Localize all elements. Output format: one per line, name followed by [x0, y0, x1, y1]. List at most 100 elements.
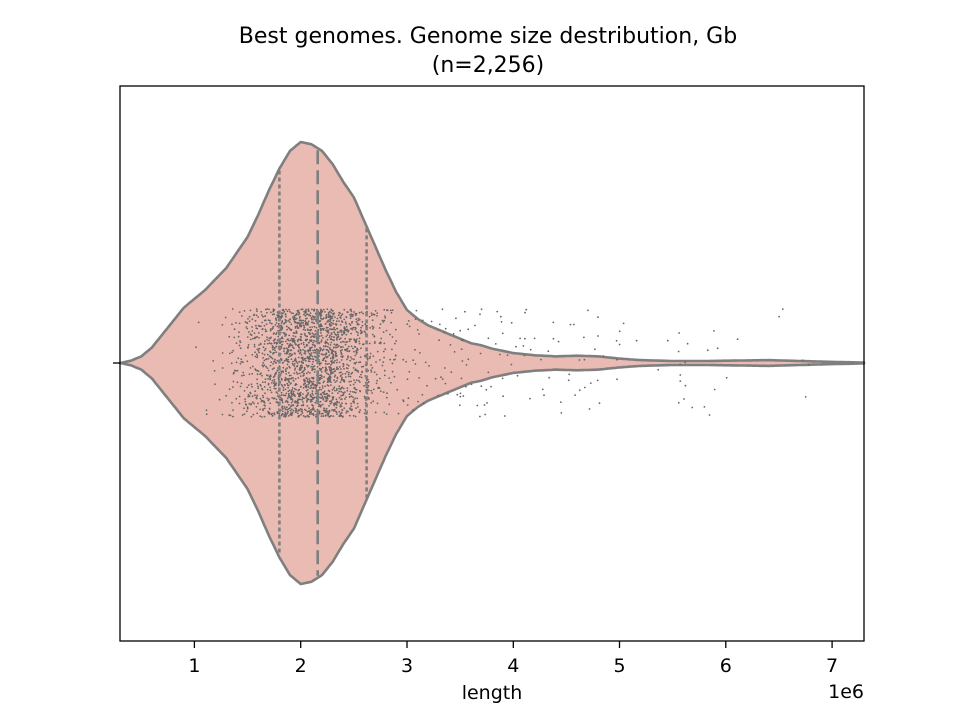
- strip-point: [450, 371, 453, 374]
- strip-point: [308, 382, 310, 385]
- strip-point: [329, 369, 331, 372]
- strip-point: [320, 309, 323, 312]
- strip-point: [552, 337, 555, 340]
- strip-point: [328, 323, 331, 326]
- strip-point: [292, 312, 294, 315]
- strip-point: [455, 317, 457, 320]
- strip-point: [333, 361, 335, 364]
- strip-point: [298, 347, 301, 349]
- strip-point: [346, 389, 349, 392]
- strip-point: [302, 397, 305, 400]
- strip-point: [284, 411, 287, 414]
- strip-point: [349, 309, 352, 311]
- strip-point: [426, 384, 428, 387]
- strip-point: [231, 323, 233, 326]
- strip-point: [289, 318, 291, 321]
- strip-point: [264, 347, 267, 350]
- strip-point: [326, 320, 329, 323]
- strip-point: [375, 382, 378, 385]
- strip-point: [269, 402, 272, 405]
- strip-point: [295, 400, 298, 403]
- strip-point: [248, 320, 251, 323]
- strip-point: [285, 370, 287, 373]
- strip-point: [479, 352, 482, 355]
- strip-point: [294, 318, 297, 321]
- strip-point: [320, 332, 322, 334]
- strip-point: [293, 347, 295, 350]
- strip-point: [264, 378, 267, 380]
- strip-point: [308, 380, 311, 383]
- strip-point: [350, 395, 353, 398]
- strip-point: [311, 332, 314, 335]
- strip-point: [326, 341, 329, 344]
- strip-point: [286, 328, 288, 331]
- strip-point: [286, 310, 289, 313]
- strip-point: [347, 375, 350, 378]
- strip-point: [268, 342, 271, 344]
- strip-point: [322, 337, 324, 339]
- strip-point: [415, 309, 418, 312]
- strip-point: [363, 384, 365, 387]
- strip-point: [422, 402, 425, 405]
- strip-point: [304, 320, 307, 323]
- strip-point: [333, 375, 336, 378]
- strip-point: [345, 329, 348, 332]
- strip-point: [287, 410, 289, 413]
- strip-point: [278, 371, 280, 374]
- strip-point: [305, 343, 308, 346]
- strip-point: [270, 342, 272, 345]
- strip-point: [524, 337, 526, 340]
- strip-point: [287, 320, 289, 322]
- strip-point: [332, 396, 335, 398]
- strip-point: [307, 308, 310, 310]
- strip-point: [294, 407, 297, 410]
- strip-point: [347, 410, 349, 413]
- strip-point: [374, 341, 376, 343]
- strip-point: [311, 369, 313, 372]
- strip-point: [501, 332, 504, 335]
- strip-point: [310, 398, 313, 401]
- strip-point: [243, 390, 246, 392]
- strip-point: [350, 338, 352, 340]
- strip-point: [267, 410, 270, 413]
- strip-point: [229, 414, 232, 417]
- strip-point: [355, 312, 358, 315]
- strip-point: [391, 336, 394, 338]
- strip-point: [255, 336, 257, 339]
- strip-point: [349, 317, 352, 320]
- strip-point: [270, 391, 273, 394]
- strip-point: [298, 360, 301, 363]
- strip-point: [302, 322, 305, 324]
- strip-point: [315, 386, 317, 388]
- strip-point: [331, 338, 334, 341]
- strip-point: [304, 338, 307, 341]
- strip-point: [679, 374, 682, 376]
- strip-point: [254, 368, 257, 370]
- strip-point: [342, 387, 345, 390]
- strip-point: [289, 382, 292, 385]
- strip-point: [329, 338, 332, 341]
- strip-point: [330, 352, 333, 355]
- strip-point: [376, 315, 378, 317]
- strip-point: [298, 395, 300, 398]
- strip-point: [301, 410, 304, 412]
- strip-point: [231, 401, 233, 404]
- strip-point: [317, 405, 320, 408]
- strip-point: [282, 361, 284, 364]
- strip-point: [350, 332, 352, 335]
- strip-point: [327, 349, 330, 352]
- strip-point: [284, 318, 287, 321]
- strip-point: [267, 378, 269, 380]
- strip-point: [265, 358, 267, 361]
- strip-point: [285, 308, 287, 311]
- strip-point: [309, 312, 312, 314]
- strip-point: [309, 393, 312, 396]
- strip-point: [261, 352, 264, 355]
- strip-point: [350, 409, 353, 412]
- strip-point: [273, 313, 275, 316]
- strip-point: [354, 346, 357, 348]
- strip-point: [363, 395, 366, 398]
- strip-point: [261, 374, 263, 377]
- strip-point: [269, 374, 272, 377]
- strip-point: [318, 386, 321, 389]
